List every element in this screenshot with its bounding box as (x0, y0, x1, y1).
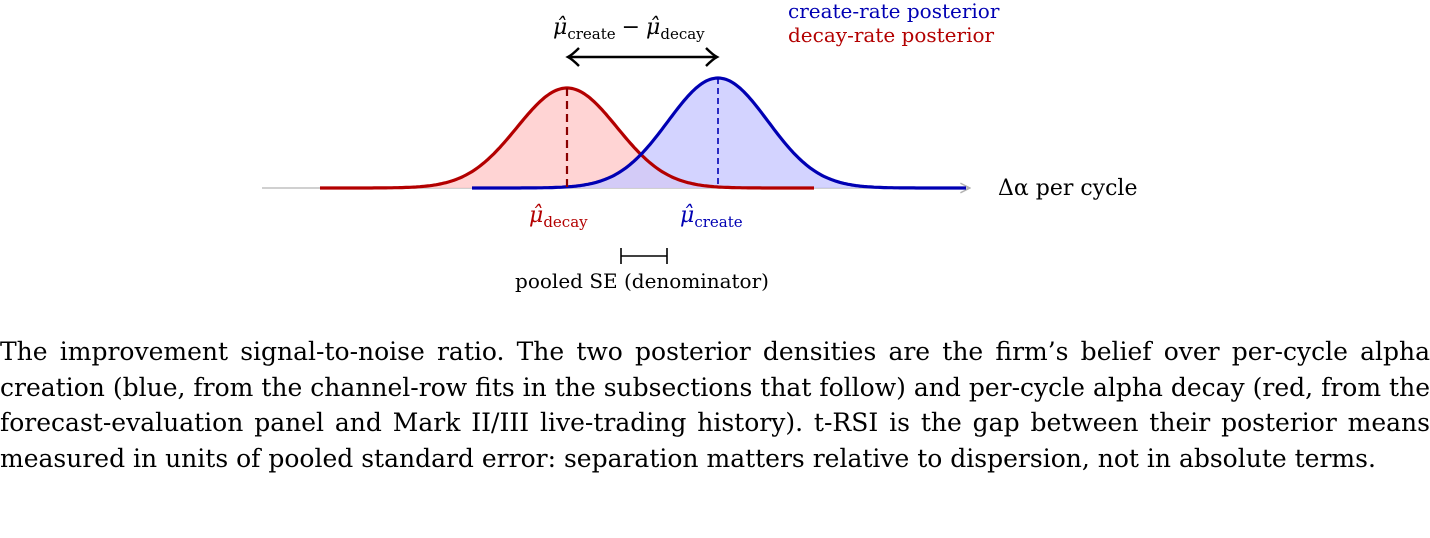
arrow-head-left (565, 47, 580, 67)
decay-density-fill (320, 88, 814, 188)
mean-difference-label: μ̂create − μ̂decay (553, 15, 705, 43)
pooled-se-label: pooled SE (denominator) (515, 269, 769, 293)
create-density-fill (472, 78, 966, 188)
legend-decay: decay-rate posterior (788, 23, 995, 47)
create-density-curve (472, 76, 966, 190)
figure-caption: The improvement signal-to-noise ratio. T… (0, 337, 1430, 473)
posterior-diagram: Δα per cycle μ̂create − μ̂decay create-rat… (262, 0, 1138, 293)
create-mean-marker: μ̂create (680, 203, 743, 231)
pooled-se-bracket (620, 248, 668, 264)
legend-create: create-rate posterior (788, 0, 1000, 23)
decay-mean-marker: μ̂decay (529, 203, 588, 231)
arrow-head-right (705, 47, 720, 67)
x-axis-label: Δα per cycle (998, 176, 1138, 201)
